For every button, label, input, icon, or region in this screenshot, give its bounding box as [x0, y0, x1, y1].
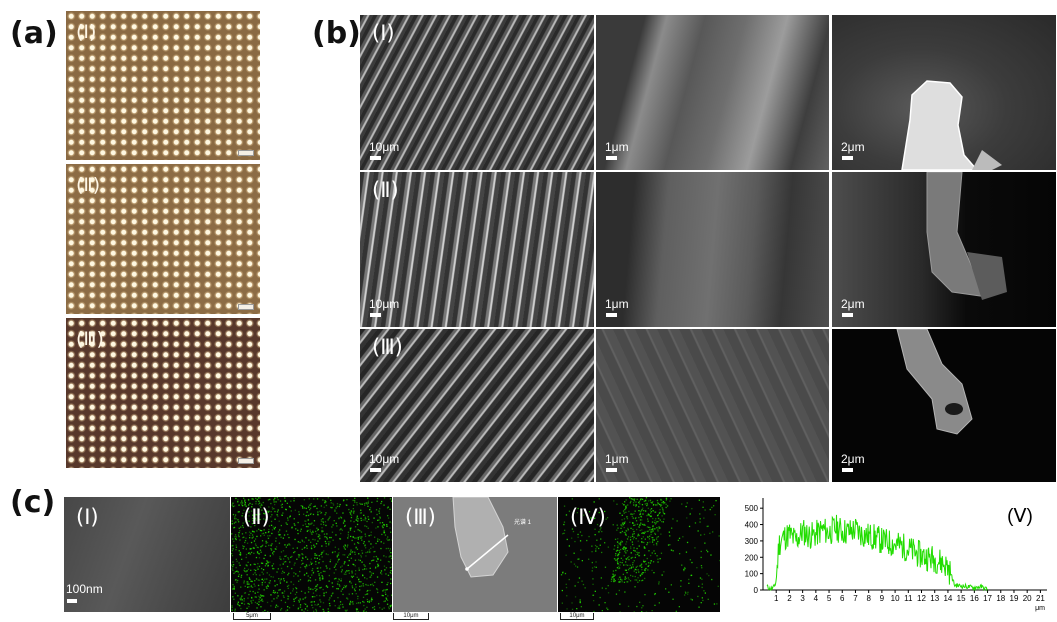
scale-bar: [606, 468, 617, 472]
scale-bar-label: 10μm: [369, 140, 400, 154]
scale-bar-label: 10μm: [369, 452, 400, 466]
y-tick-label: 400: [745, 521, 759, 530]
eds-image-3: 光谱 1 (Ⅲ): [393, 497, 557, 612]
sem-image-r2-c3: 2μm: [832, 172, 1056, 327]
eds-image-1: (Ⅰ) 100nm: [64, 497, 230, 612]
x-tick-label: 2: [787, 594, 792, 603]
scale-bar-label: 10μm: [369, 297, 400, 311]
scale-bar-label: 10μm: [560, 613, 594, 620]
scale-bar: [370, 313, 381, 317]
eds-image-label: (Ⅱ): [243, 505, 270, 529]
scale-bar-label: 2μm: [841, 140, 865, 154]
x-tick-label: 15: [957, 594, 966, 603]
scale-bar: [238, 150, 254, 156]
scale-bar: [842, 468, 853, 472]
optical-image-label: (Ⅲ): [76, 328, 104, 350]
scale-bar: [238, 458, 254, 464]
element-dot-map: [560, 497, 720, 612]
y-tick-label: 300: [745, 537, 759, 546]
optical-image-1: (Ⅰ): [66, 11, 260, 160]
eds-image-label: (Ⅳ): [570, 505, 606, 529]
x-tick-label: 1: [774, 594, 779, 603]
scale-bar-label: 1μm: [605, 297, 629, 311]
sem-image-r1-c1: (Ⅰ) 10μm: [360, 15, 594, 170]
sem-image-r3-c2: 1μm: [596, 329, 829, 482]
sem-row-label: (Ⅰ): [372, 21, 395, 45]
sem-image-r2-c2: 1μm: [596, 172, 829, 327]
panel-label-b: (b): [312, 16, 361, 51]
plot-label: (Ⅴ): [1007, 506, 1033, 527]
x-tick-label: 6: [840, 594, 845, 603]
scale-bar-label: 2μm: [841, 452, 865, 466]
sem-image-r3-c1: (Ⅲ) 10μm: [360, 329, 594, 482]
line-scan-label: 光谱 1: [514, 520, 532, 526]
scale-bar-label: 10μm: [393, 613, 429, 620]
y-tick-label: 200: [745, 553, 759, 562]
optical-image-2: (Ⅱ): [66, 164, 260, 314]
eds-image-label: (Ⅲ): [405, 505, 436, 529]
y-tick-label: 0: [754, 586, 759, 595]
x-tick-label: 21: [1036, 594, 1045, 603]
eds-image-2: (Ⅱ): [231, 497, 392, 612]
x-tick-label: 5: [827, 594, 832, 603]
scale-bar: [370, 156, 381, 160]
x-tick-label: 17: [983, 594, 992, 603]
line-scan-overlay: [452, 497, 509, 578]
x-tick-label: 19: [1010, 594, 1019, 603]
sem-image-r1-c3: 2μm: [832, 15, 1056, 170]
x-tick-label: 3: [800, 594, 805, 603]
fiber-end-shape: [896, 329, 973, 435]
scale-bar: [370, 468, 381, 472]
x-tick-label: 20: [1023, 594, 1032, 603]
scale-bar-label: 100nm: [66, 582, 103, 596]
x-tick-label: 12: [917, 594, 926, 603]
eds-image-label: (Ⅰ): [76, 505, 99, 529]
scale-bar: [238, 304, 254, 310]
x-tick-label: 7: [853, 594, 858, 603]
scale-bar: [67, 599, 77, 603]
sem-row-label: (Ⅲ): [372, 335, 403, 359]
scale-bar-label: 1μm: [605, 452, 629, 466]
x-tick-label: 18: [996, 594, 1005, 603]
optical-image-label: (Ⅱ): [76, 174, 101, 196]
x-axis-label: μm: [1035, 605, 1045, 612]
x-tick-label: 13: [930, 594, 939, 603]
x-tick-label: 16: [970, 594, 979, 603]
optical-image-label: (Ⅰ): [76, 21, 97, 43]
scale-bar-label: 5μm: [233, 613, 271, 620]
scale-bar-label: 1μm: [605, 140, 629, 154]
panel-label-a: (a): [10, 16, 58, 51]
fiber-tip-shape: [901, 80, 1002, 170]
y-tick-label: 500: [745, 504, 759, 513]
eds-image-4: (Ⅳ): [558, 497, 720, 612]
x-tick-label: 4: [814, 594, 819, 603]
element-dot-map: [231, 497, 392, 612]
x-tick-label: 10: [891, 594, 900, 603]
scale-bar-label: 2μm: [841, 297, 865, 311]
optical-image-3: (Ⅲ): [66, 318, 260, 468]
sem-image-r2-c1: (Ⅱ) 10μm: [360, 172, 594, 327]
x-tick-label: 11: [904, 594, 913, 603]
sem-image-r3-c3: 2μm: [832, 329, 1056, 482]
scale-bar: [842, 313, 853, 317]
series-line: [766, 514, 988, 592]
scale-bar: [842, 156, 853, 160]
sem-row-label: (Ⅱ): [372, 178, 399, 202]
sem-image-r1-c2: 1μm: [596, 15, 829, 170]
x-tick-label: 8: [866, 594, 871, 603]
x-tick-label: 9: [880, 594, 885, 603]
fiber-bundle-shape: [926, 172, 1007, 300]
x-tick-label: 14: [943, 594, 952, 603]
scale-bar: [606, 156, 617, 160]
y-tick-label: 100: [745, 570, 759, 579]
panel-label-c: (c): [10, 485, 56, 520]
scale-bar: [606, 313, 617, 317]
